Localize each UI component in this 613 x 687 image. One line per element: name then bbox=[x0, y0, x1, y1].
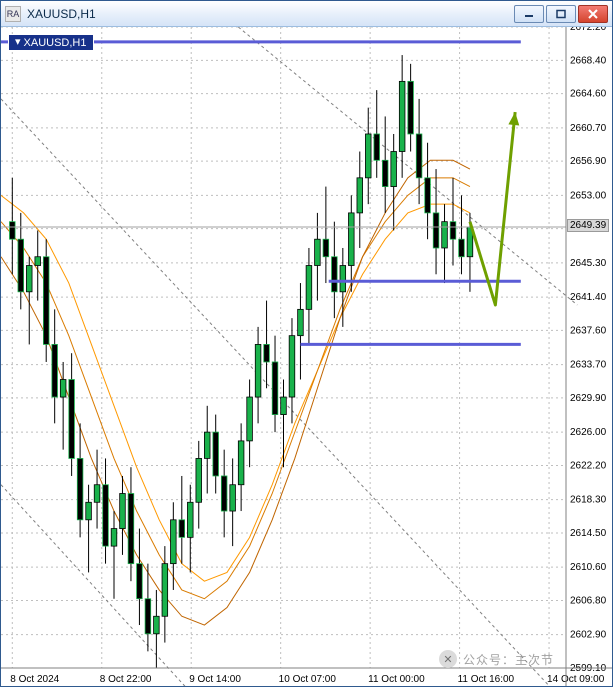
window-buttons bbox=[514, 5, 608, 23]
svg-text:2637.60: 2637.60 bbox=[570, 325, 607, 336]
svg-text:2622.20: 2622.20 bbox=[570, 460, 607, 471]
svg-text:14 Oct 09:00: 14 Oct 09:00 bbox=[547, 674, 605, 685]
close-button[interactable] bbox=[578, 5, 608, 23]
svg-text:2653.00: 2653.00 bbox=[570, 190, 607, 201]
svg-text:2629.90: 2629.90 bbox=[570, 393, 607, 404]
app-icon: RA bbox=[5, 6, 21, 22]
symbol-label[interactable]: ▾XAUUSD,H1 bbox=[8, 34, 94, 51]
svg-text:2645.30: 2645.30 bbox=[570, 258, 607, 269]
svg-text:2606.80: 2606.80 bbox=[570, 595, 607, 606]
svg-text:2614.50: 2614.50 bbox=[570, 528, 607, 539]
chart-window: RA XAUUSD,H1 ▾XAUUSD,H1 2672.202668.4026… bbox=[0, 0, 613, 687]
watermark-icon: ✕ bbox=[439, 650, 457, 668]
svg-text:8 Oct 22:00: 8 Oct 22:00 bbox=[100, 674, 152, 685]
minimize-button[interactable] bbox=[514, 5, 544, 23]
svg-text:10 Oct 07:00: 10 Oct 07:00 bbox=[279, 674, 337, 685]
svg-text:2633.70: 2633.70 bbox=[570, 360, 607, 371]
symbol-text: XAUUSD,H1 bbox=[24, 37, 87, 49]
svg-text:2668.40: 2668.40 bbox=[570, 55, 607, 66]
chart-svg: 2672.20 2668.40 2664.60 2660.70 2656.90 2653.… bbox=[1, 27, 612, 686]
maximize-button[interactable] bbox=[546, 5, 576, 23]
last-price-badge: 2649.39 bbox=[567, 219, 609, 232]
chart-area[interactable]: ▾XAUUSD,H1 2672.202668.402664.602660.702… bbox=[1, 27, 612, 686]
svg-text:2664.60: 2664.60 bbox=[570, 89, 607, 100]
svg-text:11 Oct 00:00: 11 Oct 00:00 bbox=[368, 674, 425, 685]
watermark: ✕ 公众号：主次节 bbox=[439, 650, 554, 668]
svg-text:2618.30: 2618.30 bbox=[570, 495, 607, 506]
svg-text:2656.90: 2656.90 bbox=[570, 156, 607, 167]
svg-text:2641.40: 2641.40 bbox=[570, 292, 607, 303]
window-titlebar[interactable]: RA XAUUSD,H1 bbox=[1, 1, 612, 27]
svg-text:11 Oct 16:00: 11 Oct 16:00 bbox=[458, 674, 515, 685]
window-title: XAUUSD,H1 bbox=[27, 7, 514, 21]
svg-text:2602.90: 2602.90 bbox=[570, 630, 607, 641]
svg-text:2672.20: 2672.20 bbox=[570, 27, 607, 33]
svg-text:2626.00: 2626.00 bbox=[570, 427, 607, 438]
svg-text:9 Oct 14:00: 9 Oct 14:00 bbox=[189, 674, 241, 685]
svg-text:2610.60: 2610.60 bbox=[570, 562, 607, 573]
svg-text:8 Oct 2024: 8 Oct 2024 bbox=[10, 674, 59, 685]
dropdown-arrow-icon: ▾ bbox=[15, 35, 21, 48]
svg-text:2660.70: 2660.70 bbox=[570, 123, 607, 134]
watermark-text: 公众号：主次节 bbox=[463, 651, 554, 668]
